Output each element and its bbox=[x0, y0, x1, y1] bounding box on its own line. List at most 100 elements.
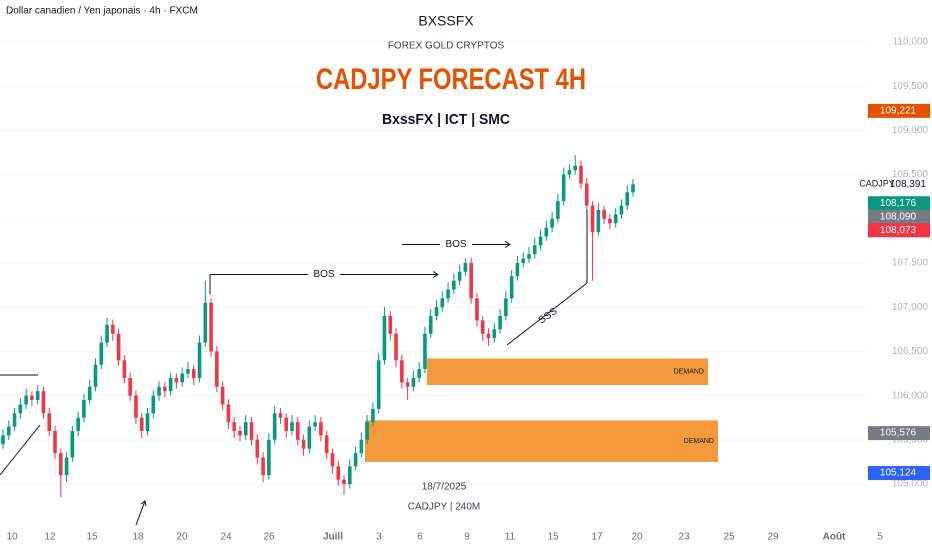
candle-body bbox=[319, 422, 323, 436]
candle-body bbox=[255, 439, 260, 458]
x-tick-label: 20 bbox=[631, 532, 643, 543]
x-tick-label: 24 bbox=[220, 532, 232, 543]
x-tick-label: 11 bbox=[505, 532, 516, 543]
price-tag-label: 108,176 bbox=[880, 198, 917, 209]
bos-label: BOS bbox=[445, 239, 466, 250]
candle-body bbox=[342, 479, 346, 485]
candle-body bbox=[353, 453, 358, 467]
candle-body bbox=[376, 360, 381, 409]
candle-body bbox=[527, 254, 531, 259]
x-tick-label: 15 bbox=[547, 532, 559, 543]
candle-body bbox=[417, 369, 421, 378]
price-tag bbox=[868, 103, 930, 118]
candle-body bbox=[556, 201, 560, 219]
candle-body bbox=[157, 386, 161, 396]
x-tick-label: 15 bbox=[86, 532, 98, 543]
candle-body bbox=[405, 382, 410, 387]
price-tag-label: 108,391 bbox=[890, 179, 927, 190]
candle-body bbox=[191, 369, 196, 378]
candle-body bbox=[486, 333, 491, 339]
candle-body bbox=[203, 302, 208, 343]
candle-body bbox=[12, 413, 17, 427]
candle-body bbox=[446, 289, 450, 299]
subtitle: BxssFX | ICT | SMC bbox=[382, 111, 510, 128]
candle-body bbox=[504, 298, 508, 317]
candle-body bbox=[509, 276, 514, 299]
candle-body bbox=[538, 236, 543, 246]
candle-body bbox=[348, 466, 352, 485]
y-tick-label: 106,000 bbox=[892, 390, 929, 401]
candle-body bbox=[93, 364, 98, 387]
candles bbox=[1, 155, 635, 498]
candle-body bbox=[267, 439, 271, 476]
candle-body bbox=[400, 360, 404, 383]
candle-body bbox=[584, 183, 589, 206]
x-tick-label: 20 bbox=[176, 532, 188, 543]
candle-body bbox=[428, 316, 433, 334]
y-tick-label: 110,000 bbox=[893, 37, 929, 48]
arrow bbox=[135, 500, 146, 526]
candle-body bbox=[561, 174, 566, 202]
x-tick-label: 29 bbox=[767, 532, 779, 543]
candle-body bbox=[631, 184, 635, 193]
candle-body bbox=[532, 245, 537, 255]
y-tick-label: 109,500 bbox=[892, 81, 929, 92]
candle-body bbox=[128, 377, 132, 396]
candle-body bbox=[35, 391, 40, 401]
candle-body bbox=[197, 342, 202, 378]
candle-body bbox=[469, 263, 473, 299]
candle-body bbox=[41, 391, 46, 414]
zone-label: DEMAND bbox=[684, 438, 714, 445]
candle-body bbox=[602, 209, 606, 219]
bos-arrow bbox=[504, 241, 511, 248]
price-tag-label: 105,124 bbox=[880, 468, 917, 479]
x-tick-label: Août bbox=[823, 532, 846, 543]
candle-body bbox=[53, 430, 57, 454]
demand-zone bbox=[365, 420, 718, 462]
candle-body bbox=[411, 377, 416, 387]
candle-body bbox=[261, 457, 265, 476]
x-tick-label: 26 bbox=[263, 532, 275, 543]
candle-body bbox=[388, 316, 393, 334]
x-tick-label: 18 bbox=[132, 532, 144, 543]
grid bbox=[0, 41, 865, 485]
drawings bbox=[0, 210, 588, 526]
candle-body bbox=[215, 351, 219, 387]
candle-body bbox=[307, 426, 312, 449]
price-tag-label: 105,576 bbox=[880, 428, 917, 439]
candle-body bbox=[284, 417, 289, 431]
candle-body bbox=[336, 466, 341, 480]
x-tick-label: 6 bbox=[417, 532, 423, 543]
candle-body bbox=[463, 263, 468, 272]
candle-body bbox=[87, 386, 92, 401]
candle-body bbox=[99, 342, 104, 365]
x-tick-label: Juill bbox=[323, 532, 343, 543]
candle-body bbox=[365, 422, 369, 440]
price-tag-label: 108,090 bbox=[880, 211, 917, 222]
candle-body bbox=[186, 369, 190, 374]
candle-body bbox=[47, 413, 52, 431]
candle-body bbox=[24, 395, 28, 405]
x-tick-label: 17 bbox=[591, 532, 603, 543]
sss-label: SSS bbox=[537, 306, 560, 327]
brand: BXSSFX bbox=[418, 13, 474, 29]
candle-body bbox=[394, 333, 398, 361]
candle-body bbox=[313, 422, 317, 427]
candle-body bbox=[590, 205, 595, 233]
candle-body bbox=[1, 435, 5, 445]
candle-body bbox=[111, 324, 115, 334]
candle-body bbox=[70, 430, 75, 458]
candle-body bbox=[64, 457, 69, 476]
chart-title: CADJPY FORECAST 4H bbox=[316, 63, 586, 96]
candle-body bbox=[423, 333, 427, 370]
price-tag bbox=[868, 223, 930, 238]
candle-body bbox=[579, 165, 583, 184]
candle-body bbox=[382, 316, 387, 361]
x-tick-label: 23 bbox=[678, 532, 690, 543]
candle-body bbox=[122, 360, 127, 378]
x-tick-label: 3 bbox=[376, 532, 382, 543]
candle-body bbox=[272, 413, 277, 440]
candle-body bbox=[324, 435, 329, 454]
candle-body bbox=[290, 422, 294, 431]
candle-body bbox=[457, 271, 462, 281]
